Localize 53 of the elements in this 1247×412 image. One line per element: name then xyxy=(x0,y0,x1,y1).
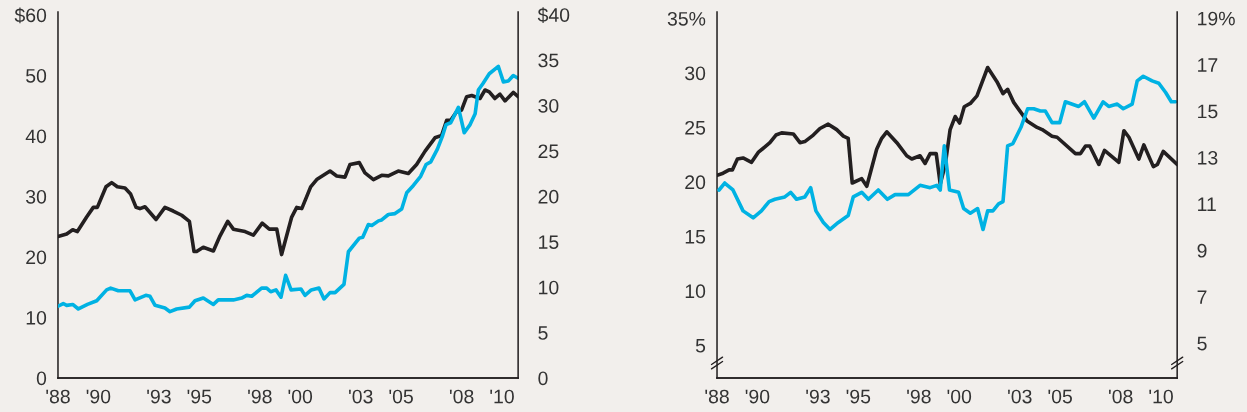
y-tick-label: 50 xyxy=(26,68,47,83)
y-tick-label: 20 xyxy=(26,250,47,265)
x-tick-label: '05 xyxy=(1048,389,1072,404)
x-tick-label: '08 xyxy=(1108,389,1133,404)
y2-tick-label: 35 xyxy=(538,53,559,68)
y2-tick-label: 7 xyxy=(1197,290,1207,304)
y-tick-label: 5 xyxy=(695,338,706,353)
y-tick-label: 30 xyxy=(685,66,706,81)
y2-tick-label: 15 xyxy=(539,235,559,249)
y-tick-label: 20 xyxy=(685,175,706,190)
y-tick-label: 40 xyxy=(25,129,47,144)
y2-tick-label: 15 xyxy=(1198,104,1218,119)
x-tick-label: '98 xyxy=(248,389,272,404)
y2-tick-label: 17 xyxy=(1198,58,1218,72)
x-tick-label: '03 xyxy=(1008,389,1032,404)
x-tick-label: '03 xyxy=(349,389,373,404)
x-tick-label: '00 xyxy=(947,389,972,404)
y-tick-label: 25 xyxy=(685,120,706,135)
x-tick-label: '88 xyxy=(46,389,70,404)
x-tick-label: '10 xyxy=(490,389,514,404)
x-tick-label: '88 xyxy=(705,389,729,404)
y2-tick-label: 30 xyxy=(538,98,559,113)
y2-tick-label: 13 xyxy=(1198,150,1218,165)
x-tick-label: '00 xyxy=(288,389,313,404)
y2-tick-label: $40 xyxy=(537,7,570,24)
y2-tick-label: 0 xyxy=(538,371,548,386)
x-tick-label: '05 xyxy=(389,389,413,404)
y-tick-label: 0 xyxy=(36,371,47,386)
x-tick-label: '93 xyxy=(806,389,830,404)
x-tick-label: '95 xyxy=(187,389,212,404)
x-tick-label: '95 xyxy=(846,389,871,404)
y-tick-label: 10 xyxy=(26,310,47,325)
x-tick-label: '93 xyxy=(147,389,171,404)
y2-tick-label: 19% xyxy=(1198,11,1235,26)
y-tick-label: 35% xyxy=(667,11,706,26)
y2-tick-label: 20 xyxy=(538,189,559,204)
x-tick-label: '98 xyxy=(907,389,931,404)
y-tick-label: 30 xyxy=(25,189,47,204)
y-tick-label: 10 xyxy=(685,284,706,299)
x-tick-label: '90 xyxy=(86,389,111,404)
y2-tick-label: 5 xyxy=(538,326,548,340)
y2-tick-label: 11 xyxy=(1198,197,1216,211)
x-tick-label: '10 xyxy=(1149,389,1173,404)
y-tick-label: 15 xyxy=(685,230,706,244)
y-tick-label: $60 xyxy=(14,7,47,24)
y2-tick-label: 5 xyxy=(1197,336,1207,351)
y2-tick-label: 10 xyxy=(539,280,559,295)
line-series xyxy=(717,74,1178,232)
x-tick-label: '08 xyxy=(449,389,474,404)
line-series xyxy=(57,64,519,314)
x-tick-label: '90 xyxy=(745,389,770,404)
y2-tick-label: 25 xyxy=(538,144,559,159)
y2-tick-label: 9 xyxy=(1197,243,1207,258)
